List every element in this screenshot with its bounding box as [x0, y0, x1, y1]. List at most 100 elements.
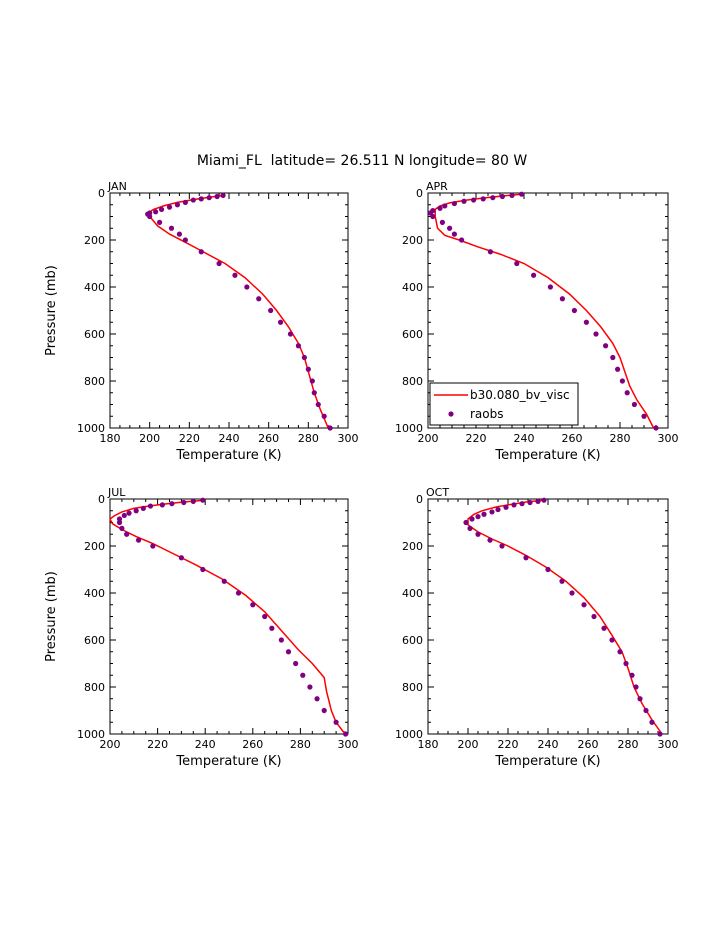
obs-point — [269, 625, 275, 631]
obs-point — [591, 613, 597, 620]
obs-point — [315, 401, 321, 408]
obs-point — [182, 199, 188, 205]
plot-frame — [109, 498, 349, 735]
y-tick-label: 1000 — [77, 728, 105, 741]
obs-point — [133, 508, 139, 514]
x-tick-label: 280 — [290, 738, 311, 751]
y-tick-label: 800 — [84, 375, 105, 388]
x-axis-title: Temperature (K) — [494, 754, 600, 769]
x-tick-label: 280 — [618, 738, 639, 751]
obs-point — [168, 225, 175, 231]
obs-point — [200, 497, 206, 503]
panel-jul: 200 220 240 260 280 300 0 200 400 600 800 1000 Tempe… — [44, 486, 359, 769]
obs-point — [198, 249, 204, 255]
obs-point — [169, 501, 175, 507]
obs-point — [535, 498, 541, 504]
obs-point — [307, 684, 313, 690]
obs-point — [140, 505, 146, 511]
y-tick-label: 600 — [402, 634, 423, 647]
obs-point — [490, 195, 496, 201]
x-tick-label: 180 — [418, 738, 439, 751]
obs-point — [475, 514, 481, 520]
figure-title: Miami_FL latitude= 26.511 N longitude= 8… — [197, 153, 527, 169]
obs-point — [459, 237, 465, 243]
panel-jan: 180 200 220 240 260 280 300 0 200 400 600 800 1000 Te… — [44, 180, 359, 463]
legend-dot-swatch — [448, 411, 454, 417]
y-tick-label: 200 — [402, 234, 423, 247]
y-tick-label: 200 — [84, 540, 105, 553]
obs-point — [314, 696, 320, 702]
obs-point — [514, 260, 520, 267]
obs-point — [220, 192, 226, 198]
panel-label: OCT — [426, 486, 449, 499]
obs-point — [519, 191, 525, 197]
obs-point — [623, 660, 629, 667]
obs-point — [174, 202, 181, 208]
obs-point — [214, 193, 220, 200]
x-axis-title: Temperature (K) — [175, 754, 281, 769]
obs-point — [309, 378, 315, 384]
obs-point — [571, 307, 578, 314]
obs-point — [657, 731, 663, 737]
obs-point — [278, 637, 284, 643]
obs-point — [619, 378, 626, 384]
x-tick-label: 220 — [179, 432, 200, 445]
obs-point — [519, 501, 525, 507]
obs-point — [268, 307, 274, 314]
obs-point — [547, 284, 554, 290]
panel-apr: 200 220 240 260 280 300 0 200 400 600 800 1000 Tempe… — [395, 180, 679, 463]
obs-point — [617, 649, 623, 655]
x-tick-label: 260 — [578, 738, 599, 751]
obs-point — [293, 660, 299, 667]
obs-point — [285, 649, 292, 655]
obs-point — [451, 231, 457, 237]
obs-point — [439, 219, 445, 225]
obs-point — [300, 672, 306, 678]
x-tick-label: 300 — [338, 432, 359, 445]
obs-point — [244, 284, 250, 290]
x-tick-label: 200 — [418, 432, 439, 445]
obs-point — [641, 413, 647, 419]
obs-point — [469, 516, 475, 522]
obs-point — [637, 696, 643, 702]
obs-point — [135, 537, 142, 543]
obs-point — [559, 296, 566, 302]
panel-label: JAN — [107, 180, 127, 193]
obs-point — [489, 509, 495, 515]
legend-entry-obs: raobs — [470, 407, 504, 421]
x-axis-title: Temperature (K) — [175, 448, 281, 463]
obs-point — [277, 319, 284, 325]
obs-point — [583, 319, 590, 325]
y-axis-title: Pressure (mb) — [44, 571, 59, 662]
x-tick-label: 240 — [195, 738, 216, 751]
obs-point — [581, 602, 587, 608]
obs-point — [480, 196, 486, 202]
obs-point — [631, 401, 638, 408]
obs-point — [545, 566, 551, 573]
model-line — [109, 499, 349, 735]
obs-point — [523, 555, 529, 561]
obs-point — [256, 296, 262, 302]
obs-point — [633, 684, 639, 690]
obs-point — [475, 531, 481, 537]
x-tick-label: 260 — [258, 432, 279, 445]
obs-point — [221, 578, 227, 584]
obs-point — [232, 272, 238, 278]
obs-point — [198, 196, 204, 202]
obs-point — [200, 566, 206, 573]
y-tick-label: 600 — [84, 634, 105, 647]
obs-point — [531, 272, 537, 278]
obs-point — [119, 525, 125, 531]
obs-point — [541, 497, 547, 503]
obs-point — [495, 506, 501, 513]
y-tick-label: 400 — [84, 587, 105, 600]
obs-point — [649, 719, 655, 725]
obs-point — [643, 707, 649, 714]
y-tick-label: 600 — [84, 328, 105, 341]
y-tick-label: 400 — [402, 587, 423, 600]
obs-point — [499, 543, 505, 549]
obs-point — [295, 343, 302, 349]
obs-point — [147, 503, 154, 509]
obs-point — [156, 219, 163, 225]
obs-point — [116, 519, 123, 526]
